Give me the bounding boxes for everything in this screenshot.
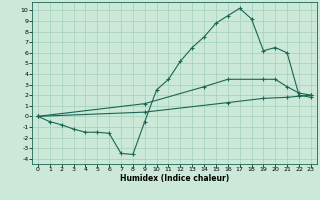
X-axis label: Humidex (Indice chaleur): Humidex (Indice chaleur)	[120, 174, 229, 183]
